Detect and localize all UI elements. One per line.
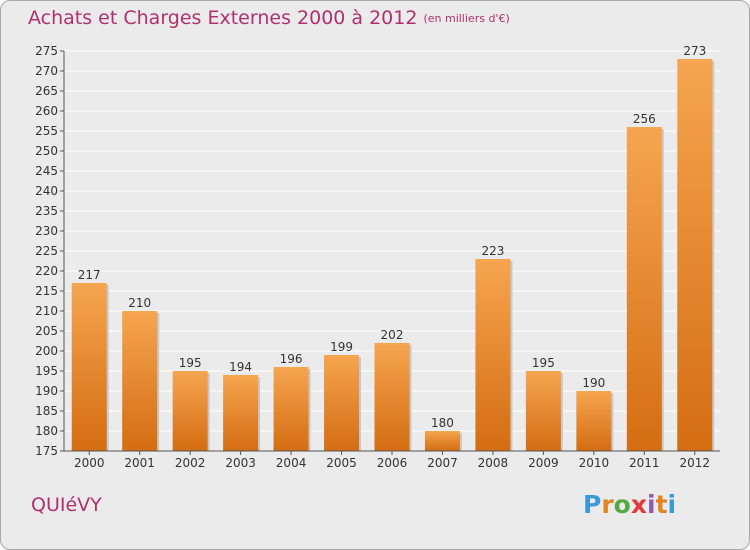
y-tick-label: 190 [35,384,58,398]
bar [576,391,612,451]
bar-group [677,59,715,451]
y-tick-label: 255 [35,124,58,138]
x-tick-label: 2006 [377,456,408,470]
logo-letter: x [630,490,647,519]
data-label: 217 [78,268,101,282]
y-tick-label: 185 [35,404,58,418]
y-tick-label: 250 [35,144,58,158]
bar-group [576,391,614,451]
y-tick-label: 210 [35,304,58,318]
x-tick-label: 2001 [124,456,155,470]
y-tick-label: 265 [35,84,58,98]
logo-letter: i [667,490,677,519]
bar [626,127,662,451]
x-tick-label: 2004 [276,456,307,470]
y-tick-label: 235 [35,204,58,218]
town-name: QUIéVY [31,494,102,516]
bar [324,355,360,451]
bar [172,371,208,451]
logo-letter: r [601,490,614,519]
x-tick-label: 2003 [225,456,256,470]
bar-group [424,431,462,451]
data-label: 202 [381,328,404,342]
y-tick-label: 225 [35,244,58,258]
x-tick-label: 2008 [478,456,509,470]
bar-group [324,355,362,451]
bar-group [525,371,563,451]
y-tick-label: 270 [35,64,58,78]
bar-group [122,311,160,451]
data-label: 190 [582,376,605,390]
data-label: 196 [280,352,303,366]
bar [525,371,561,451]
chart-unit: (en milliers d'€) [423,12,510,25]
x-tick-label: 2005 [326,456,357,470]
x-axis: 2000 2001 2002 2003 2004 2005 2006 2007 2008 2009… [64,450,720,470]
logo-letter: P [583,490,602,519]
data-labels: 217 210 195 194 196 199 202 180 223 195 190 256 273 [78,44,706,430]
x-tick-label: 2010 [579,456,610,470]
data-label: 223 [481,244,504,258]
y-tick-label: 175 [35,444,58,458]
logo-letter: o [613,490,631,519]
bar-group [374,343,412,451]
y-tick-label: 215 [35,284,58,298]
x-tick-label: 2009 [528,456,559,470]
bar [122,311,158,451]
data-label: 256 [633,112,656,126]
bar-group [223,375,261,451]
y-tick-label: 180 [35,424,58,438]
y-tick-label: 245 [35,164,58,178]
y-tick-label: 260 [35,104,58,118]
bar-group [626,127,664,451]
bar [424,431,460,451]
bar-group [475,259,513,451]
y-tick-label: 195 [35,364,58,378]
y-tick-label: 230 [35,224,58,238]
data-label: 210 [128,296,151,310]
x-tick-label: 2002 [175,456,206,470]
bar-group [273,367,311,451]
bar [475,259,511,451]
y-axis: 175 180 185 190 195 200 205 210 215 220 225 230 235 2… [35,44,65,458]
y-tick-label: 205 [35,324,58,338]
x-tick-label: 2000 [74,456,105,470]
chart-title-text: Achats et Charges Externes 2000 à 2012 [28,7,418,29]
bar [677,59,713,451]
y-tick-label: 220 [35,264,58,278]
data-label: 180 [431,416,454,430]
x-tick-label: 2007 [427,456,458,470]
chart-title: Achats et Charges Externes 2000 à 2012 (e… [28,7,510,29]
y-tick-label: 275 [35,44,58,58]
y-tick-label: 240 [35,184,58,198]
bar-group [71,283,109,451]
bar [71,283,107,451]
data-label: 194 [229,360,252,374]
bars [71,59,715,451]
bar-group [172,371,210,451]
bar [223,375,259,451]
data-label: 195 [179,356,202,370]
bar [273,367,309,451]
proxiti-logo: Proxiti [583,490,676,519]
data-label: 199 [330,340,353,354]
x-tick-label: 2011 [629,456,660,470]
bar [374,343,410,451]
y-tick-label: 200 [35,344,58,358]
data-label: 273 [683,44,706,58]
logo-letter: i [647,490,656,519]
data-label: 195 [532,356,555,370]
logo-letter: t [655,490,668,519]
x-tick-label: 2012 [679,456,710,470]
